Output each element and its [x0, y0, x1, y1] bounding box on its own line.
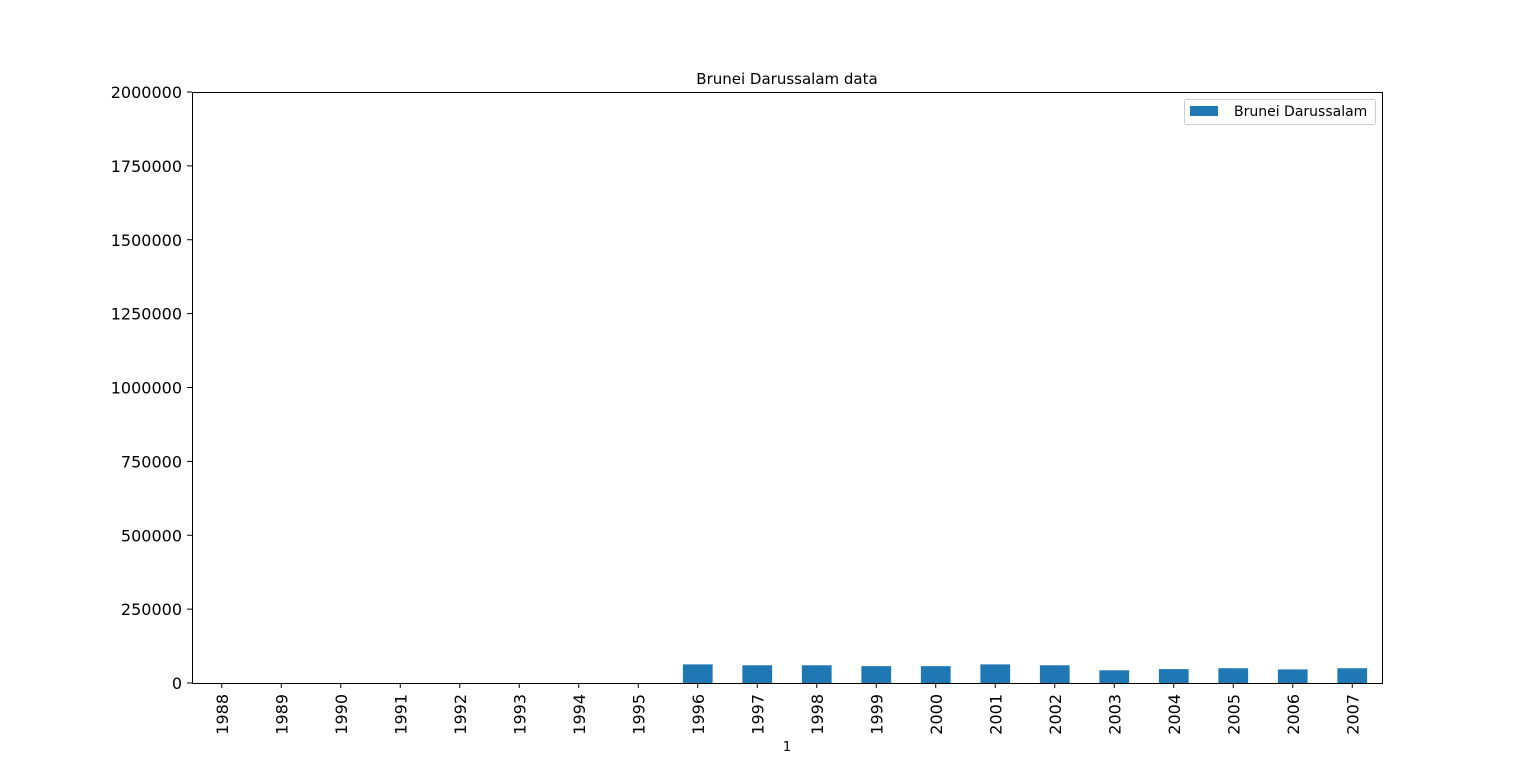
legend-swatch: [1190, 106, 1218, 116]
bar-2000: [920, 666, 951, 683]
bars-group: [682, 664, 1368, 683]
x-tick-label: 2005: [1224, 694, 1243, 735]
x-tick-label: 1993: [510, 694, 529, 735]
x-axis: 1988 1989 1990 1991 1992 1993 1994 1995 1996 1997…: [213, 683, 1362, 735]
x-tick-label: 1990: [332, 694, 351, 735]
x-axis-label: 1: [783, 740, 791, 755]
bar-1999: [861, 666, 892, 683]
x-tick-label: 1991: [391, 694, 410, 735]
y-tick-label: 1750000: [111, 157, 182, 176]
x-tick-label: 1999: [867, 694, 886, 735]
x-tick-label: 1995: [629, 694, 648, 735]
bar-2004: [1158, 669, 1189, 683]
y-tick-label: 0: [172, 674, 182, 693]
bar-2006: [1277, 669, 1308, 683]
plot-frame: [192, 92, 1383, 684]
x-tick-label: 2007: [1343, 694, 1362, 735]
x-tick-label: 2001: [986, 694, 1005, 735]
x-tick-label: 1996: [689, 694, 708, 735]
x-tick-label: 1988: [213, 694, 232, 735]
chart-title: Brunei Darussalam data: [696, 70, 877, 88]
y-tick-label: 250000: [121, 600, 182, 619]
y-tick-label: 500000: [121, 526, 182, 545]
x-tick-label: 1994: [570, 694, 589, 735]
x-tick-label: 1997: [748, 694, 767, 735]
bar-2002: [1039, 665, 1070, 683]
x-tick-label: 2006: [1284, 694, 1303, 735]
bar-2005: [1218, 668, 1249, 683]
x-tick-label: 1992: [451, 694, 470, 735]
x-tick-label: 2003: [1105, 694, 1124, 735]
y-tick-label: 1250000: [111, 305, 182, 324]
x-tick-label: 2002: [1046, 694, 1065, 735]
legend: Brunei Darussalam: [1184, 99, 1376, 125]
bar-2003: [1099, 670, 1130, 683]
y-axis: 0 250000 500000 750000 1000000 1250000 1500000…: [111, 83, 192, 693]
x-tick-label: 2004: [1165, 694, 1184, 735]
bar-1998: [801, 665, 832, 683]
x-tick-label: 1998: [808, 694, 827, 735]
bar-1997: [742, 665, 773, 683]
x-tick-label: 1989: [272, 694, 291, 735]
y-tick-label: 2000000: [111, 83, 182, 102]
y-tick-label: 750000: [121, 452, 182, 471]
y-tick-label: 1500000: [111, 231, 182, 250]
legend-box: [1184, 99, 1376, 125]
y-tick-label: 1000000: [111, 379, 182, 398]
bar-2001: [980, 664, 1011, 683]
bar-2007: [1337, 668, 1368, 683]
bar-1996: [682, 664, 713, 683]
x-tick-label: 2000: [927, 694, 946, 735]
legend-label: Brunei Darussalam: [1234, 104, 1367, 120]
